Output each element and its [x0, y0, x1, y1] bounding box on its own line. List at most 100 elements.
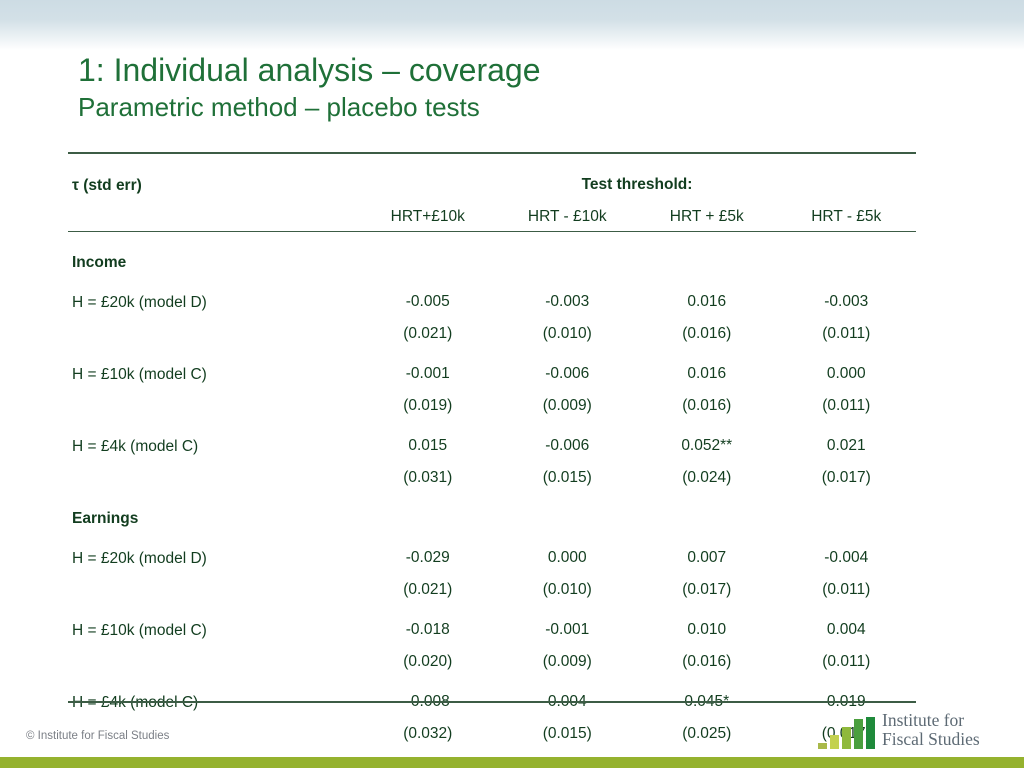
logo-wordmark: Institute for Fiscal Studies	[882, 711, 980, 749]
table-row-std-err: (0.020) (0.009) (0.016) (0.011)	[68, 640, 916, 672]
table-row: H = £20k (model D) -0.005 -0.003 0.016 -0.00…	[68, 272, 916, 312]
table-row: H = £10k (model C) -0.001 -0.006 0.016 0.000	[68, 344, 916, 384]
std-error-cell: (0.021)	[403, 581, 453, 598]
coefficient-cell: -0.001	[545, 621, 590, 638]
std-error-cell: (0.031)	[403, 469, 453, 486]
row-label: H = £4k (model C)	[72, 694, 199, 711]
section-header-spacer	[358, 488, 916, 528]
coefficient-cell: -0.003	[545, 293, 590, 310]
std-error-cell: (0.024)	[682, 469, 732, 486]
column-header: HRT - £5k	[811, 208, 882, 225]
std-error-cell: (0.010)	[542, 325, 592, 342]
row-label: H = £4k (model C)	[72, 438, 199, 455]
row-label: H = £20k (model D)	[72, 550, 207, 567]
page-subtitle: Parametric method – placebo tests	[78, 92, 480, 122]
std-error-cell: (0.016)	[682, 325, 732, 342]
table-row-std-err: (0.031) (0.015) (0.024) (0.017)	[68, 456, 916, 488]
row-label-spacer	[68, 384, 358, 416]
coefficient-cell: 0.004	[547, 693, 587, 710]
coefficient-cell: -0.005	[405, 293, 450, 310]
row-label: H = £10k (model C)	[72, 622, 207, 639]
std-error-cell: (0.009)	[542, 653, 592, 670]
std-error-cell: (0.017)	[682, 581, 732, 598]
coefficient-cell: -0.006	[545, 437, 590, 454]
table-row: H = £4k (model C) 0.015 -0.006 0.052** 0.021	[68, 416, 916, 456]
bar-chart-icon	[818, 715, 875, 749]
coefficient-cell: 0.004	[826, 621, 866, 638]
footer-divider	[68, 701, 916, 703]
section-header-spacer	[358, 232, 916, 272]
title-block: 1: Individual analysis – coverage Parame…	[78, 50, 958, 124]
logo-bar	[842, 727, 851, 749]
std-error-cell: (0.015)	[542, 725, 592, 742]
table-row-std-err: (0.021) (0.010) (0.016) (0.011)	[68, 312, 916, 344]
column-header: HRT - £10k	[527, 208, 607, 225]
section-title: Income	[72, 254, 127, 271]
decorative-top-gradient-band	[0, 0, 1024, 50]
std-error-cell: (0.010)	[542, 581, 592, 598]
coefficient-cell: -0.029	[405, 549, 450, 566]
coefficient-cell: -0.006	[545, 365, 590, 382]
accent-bottom-bar	[0, 757, 1024, 768]
std-error-cell: (0.019)	[403, 397, 453, 414]
empty-corner-cell	[68, 195, 358, 232]
section-header-row: Income	[68, 232, 916, 272]
std-error-cell: (0.011)	[822, 581, 871, 598]
page-title: 1: Individual analysis – coverage	[78, 52, 541, 88]
coefficient-cell: -0.003	[824, 293, 869, 310]
table-header-rule	[68, 231, 916, 232]
coefficient-cell: 0.015	[408, 437, 448, 454]
std-error-cell: (0.011)	[822, 653, 871, 670]
std-error-cell: (0.017)	[821, 469, 871, 486]
table-row: H = £10k (model C) -0.018 -0.001 0.010 0.004	[68, 600, 916, 640]
logo-bar	[854, 719, 863, 749]
std-error-cell: (0.009)	[542, 397, 592, 414]
coefficient-cell: 0.010	[687, 621, 727, 638]
std-error-cell: (0.016)	[682, 653, 732, 670]
coefficient-cell: 0.000	[826, 365, 866, 382]
std-error-cell: (0.016)	[682, 397, 732, 414]
row-label: H = £20k (model D)	[72, 294, 207, 311]
std-error-cell: (0.025)	[682, 725, 732, 742]
coefficient-cell: 0.021	[826, 437, 866, 454]
logo-bar	[818, 743, 827, 749]
section-header-row: Earnings	[68, 488, 916, 528]
logo-bar	[830, 735, 839, 749]
table-header-row-1: τ (std err) Test threshold:	[68, 154, 916, 195]
coefficient-cell: -0.018	[405, 621, 450, 638]
logo-line-2: Fiscal Studies	[882, 728, 980, 749]
std-error-cell: (0.020)	[403, 653, 453, 670]
row-label-spacer	[68, 640, 358, 672]
row-label-spacer	[68, 568, 358, 600]
table-header-row-2: HRT+£10k HRT - £10k HRT + £5k HRT - £5k	[68, 195, 916, 232]
table-row: H = £20k (model D) -0.029 0.000 0.007 -0.004	[68, 528, 916, 568]
logo-line-1: Institute for	[882, 710, 965, 730]
coefficient-cell: -0.008	[405, 693, 450, 710]
table-row-std-err: (0.032)(0.015)(0.025)(0.017)	[68, 712, 916, 744]
coefficient-cell: 0.000	[547, 549, 587, 566]
coefficient-cell: 0.016	[687, 293, 727, 310]
results-table-container: τ (std err) Test threshold: HRT+£10k HRT - …	[68, 152, 916, 744]
coefficient-cell: 0.007	[687, 549, 727, 566]
coefficient-cell: 0.016	[687, 365, 727, 382]
std-error-cell: (0.015)	[542, 469, 592, 486]
coefficient-cell: 0.052**	[681, 437, 733, 454]
table-row-std-err: (0.021) (0.010) (0.017) (0.011)	[68, 568, 916, 600]
row-label-spacer	[68, 312, 358, 344]
coefficient-cell: -0.004	[824, 549, 869, 566]
tau-corner-label: τ (std err)	[72, 177, 142, 194]
ifs-logo: Institute for Fiscal Studies	[818, 711, 980, 749]
row-label: H = £10k (model C)	[72, 366, 207, 383]
std-error-cell: (0.011)	[822, 397, 871, 414]
logo-bar	[866, 717, 875, 749]
coefficient-cell: 0.019	[826, 693, 866, 710]
coefficient-cell: 0.045*	[684, 693, 730, 710]
span-header-test-threshold: Test threshold:	[581, 176, 693, 193]
table-row-std-err: (0.019) (0.009) (0.016) (0.011)	[68, 384, 916, 416]
copyright-text: © Institute for Fiscal Studies	[26, 730, 170, 742]
row-label-spacer	[68, 456, 358, 488]
coefficient-cell: -0.001	[405, 365, 450, 382]
std-error-cell: (0.011)	[822, 325, 871, 342]
table-row: H = £4k (model C) -0.008 0.004 0.045* 0.019	[68, 672, 916, 712]
column-header: HRT+£10k	[390, 208, 465, 225]
